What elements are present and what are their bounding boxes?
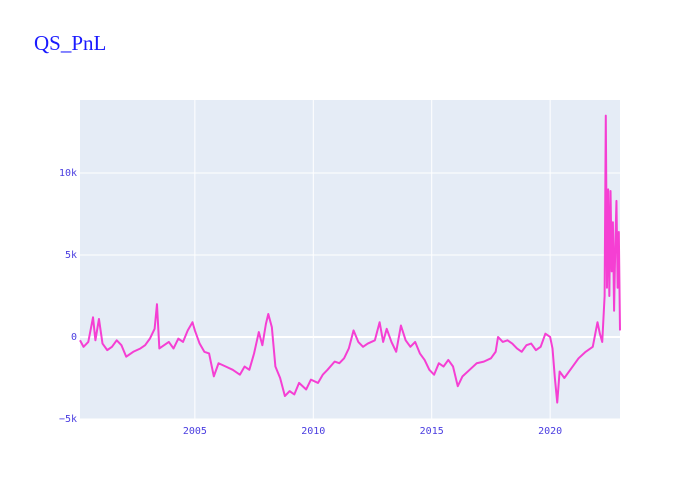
y-tick-label: −5k xyxy=(59,414,77,425)
y-tick-label: 10k xyxy=(59,168,77,179)
x-tick-label: 2010 xyxy=(301,426,325,437)
y-tick-label: 5k xyxy=(65,250,77,261)
plot-area xyxy=(80,100,620,419)
line xyxy=(79,114,621,404)
y-tick-label: 0 xyxy=(71,332,77,343)
x-tick-label: 2005 xyxy=(183,426,207,437)
x-tick-label: 2020 xyxy=(538,426,562,437)
chart-title: QS_PnL xyxy=(34,31,106,55)
x-tick-label: 2015 xyxy=(420,426,444,437)
